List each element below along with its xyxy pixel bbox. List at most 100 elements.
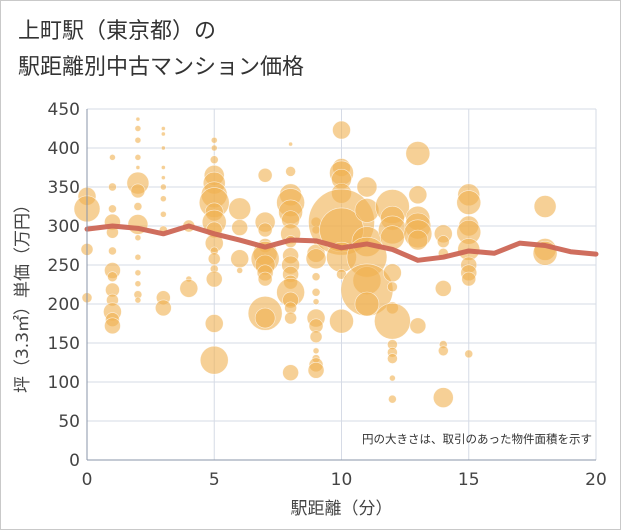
data-bubble xyxy=(130,183,146,199)
data-bubble xyxy=(205,270,223,288)
data-bubble xyxy=(388,394,397,404)
data-bubble xyxy=(257,271,273,287)
x-tick-label: 10 xyxy=(331,470,353,490)
data-bubble xyxy=(387,281,398,293)
data-bubble xyxy=(210,144,218,152)
data-bubble xyxy=(104,317,121,335)
tick-labels: 0 50 100 150 200 250 300 350 400 450 0 5 10 15 20 xyxy=(48,100,607,490)
data-bubble xyxy=(374,302,411,340)
data-bubble xyxy=(108,246,117,256)
chart-title: 上町駅（東京都）の 駅距離別中古マンション価格 xyxy=(18,14,304,86)
y-tick-label: 350 xyxy=(48,178,80,198)
data-bubble xyxy=(207,252,221,266)
data-bubble xyxy=(134,136,142,144)
data-bubble xyxy=(134,234,142,241)
x-axis-label: 駅距離（分） xyxy=(291,499,393,519)
data-bubble xyxy=(135,116,141,122)
data-bubble xyxy=(257,222,273,238)
data-bubble xyxy=(305,248,327,270)
data-bubble xyxy=(533,195,557,218)
y-tick-label: 150 xyxy=(48,334,80,354)
x-tick-label: 0 xyxy=(82,470,93,490)
data-bubble xyxy=(179,279,199,298)
data-bubble xyxy=(231,219,248,236)
data-bubble xyxy=(461,271,477,287)
y-axis-label: 坪（3.3㎡）単価（万円） xyxy=(13,196,33,393)
data-bubble xyxy=(354,291,380,317)
data-bubble xyxy=(432,387,454,408)
data-bubble xyxy=(135,165,141,170)
data-bubble xyxy=(161,175,166,180)
data-bubble xyxy=(257,168,273,183)
data-bubble xyxy=(160,183,167,191)
data-bubble xyxy=(161,131,166,137)
data-bubble xyxy=(210,136,218,144)
bubble-series xyxy=(73,116,558,408)
data-bubble xyxy=(405,141,431,166)
y-tick-label: 200 xyxy=(48,295,80,315)
data-bubble xyxy=(456,190,482,215)
data-bubble xyxy=(134,269,142,277)
data-bubble xyxy=(307,361,325,379)
data-bubble xyxy=(285,166,296,177)
data-bubble xyxy=(228,197,251,221)
data-bubble xyxy=(199,345,229,375)
y-tick-label: 50 xyxy=(58,412,80,432)
data-bubble xyxy=(282,364,299,381)
data-bubble xyxy=(107,271,118,283)
data-bubble xyxy=(288,141,293,147)
data-bubble xyxy=(209,155,219,164)
data-bubble xyxy=(134,253,142,261)
y-tick-label: 100 xyxy=(48,373,80,393)
data-bubble xyxy=(204,314,224,333)
data-bubble xyxy=(356,176,378,198)
data-bubble xyxy=(389,374,396,382)
data-bubble xyxy=(284,311,297,325)
chart-title-line-1: 上町駅（東京都）の xyxy=(18,19,217,44)
data-bubble xyxy=(434,280,452,297)
data-bubble xyxy=(108,182,117,192)
data-bubble xyxy=(409,317,427,335)
data-bubble xyxy=(464,349,474,359)
chart-title-line-2: 駅距離別中古マンション価格 xyxy=(18,55,305,80)
data-bubble xyxy=(383,263,402,283)
data-bubble xyxy=(311,272,321,282)
data-bubble xyxy=(155,299,172,317)
data-bubble xyxy=(408,185,428,205)
data-bubble xyxy=(436,235,450,248)
trend-series xyxy=(84,223,599,263)
x-tick-label: 15 xyxy=(458,470,480,490)
trend-line xyxy=(84,223,599,263)
data-bubble xyxy=(161,145,166,151)
data-bubble xyxy=(407,229,429,251)
data-bubble xyxy=(108,204,117,214)
data-bubble xyxy=(309,330,323,344)
data-bubble xyxy=(329,308,354,334)
data-bubble xyxy=(230,249,249,269)
x-tick-label: 5 xyxy=(209,470,220,490)
data-bubble xyxy=(236,267,243,274)
data-bubble xyxy=(134,125,142,132)
data-bubble xyxy=(161,126,166,131)
data-bubble xyxy=(254,307,276,329)
data-bubble xyxy=(437,345,449,357)
data-bubble xyxy=(133,202,143,211)
data-bubble xyxy=(354,198,380,223)
y-tick-label: 300 xyxy=(48,217,80,237)
y-tick-label: 400 xyxy=(48,139,80,159)
data-bubble xyxy=(312,298,320,305)
data-bubble xyxy=(311,287,321,297)
data-bubble xyxy=(161,165,166,170)
data-bubble xyxy=(160,195,167,202)
data-bubble xyxy=(134,296,142,304)
data-bubble xyxy=(332,120,351,140)
size-annotation: 円の大きさは、取引のあった物件面積を示す xyxy=(362,432,592,446)
y-tick-label: 0 xyxy=(69,451,80,471)
y-tick-label: 450 xyxy=(48,100,80,120)
data-bubble xyxy=(160,211,167,218)
data-bubble xyxy=(109,154,116,161)
data-bubble xyxy=(134,154,142,161)
data-bubble xyxy=(134,280,142,288)
x-tick-label: 20 xyxy=(585,470,607,490)
